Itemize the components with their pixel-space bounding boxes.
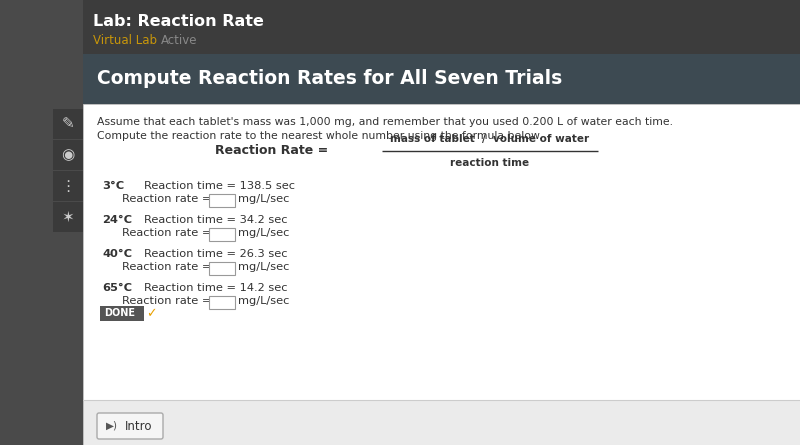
- Text: Reaction time = 14.2 sec: Reaction time = 14.2 sec: [144, 283, 287, 293]
- Text: ✶: ✶: [62, 210, 74, 224]
- Text: Assume that each tablet's mass was 1,000 mg, and remember that you used 0.200 L : Assume that each tablet's mass was 1,000…: [97, 117, 673, 127]
- Text: 3°C: 3°C: [102, 181, 124, 191]
- FancyBboxPatch shape: [209, 228, 235, 241]
- Text: Reaction Rate =: Reaction Rate =: [215, 145, 328, 158]
- Text: Lab: Reaction Rate: Lab: Reaction Rate: [93, 14, 264, 29]
- FancyBboxPatch shape: [83, 400, 800, 445]
- Text: Reaction time = 34.2 sec: Reaction time = 34.2 sec: [144, 215, 287, 225]
- FancyBboxPatch shape: [53, 202, 83, 232]
- Text: Reaction time = 138.5 sec: Reaction time = 138.5 sec: [144, 181, 295, 191]
- FancyBboxPatch shape: [0, 0, 83, 445]
- Text: Compute Reaction Rates for All Seven Trials: Compute Reaction Rates for All Seven Tri…: [97, 69, 562, 89]
- Text: mg/L/sec: mg/L/sec: [238, 228, 290, 238]
- Text: Reaction time = 26.3 sec: Reaction time = 26.3 sec: [144, 249, 287, 259]
- Text: ✎: ✎: [62, 117, 74, 132]
- FancyBboxPatch shape: [83, 104, 800, 400]
- FancyBboxPatch shape: [97, 413, 163, 439]
- FancyBboxPatch shape: [209, 262, 235, 275]
- Text: ◉: ◉: [62, 147, 74, 162]
- FancyBboxPatch shape: [209, 296, 235, 309]
- Text: Reaction rate =: Reaction rate =: [122, 296, 211, 306]
- Text: 24°C: 24°C: [102, 215, 132, 225]
- Text: mg/L/sec: mg/L/sec: [238, 262, 290, 272]
- Text: mg/L/sec: mg/L/sec: [238, 296, 290, 306]
- FancyBboxPatch shape: [53, 109, 83, 139]
- FancyBboxPatch shape: [100, 306, 144, 321]
- FancyBboxPatch shape: [53, 171, 83, 201]
- Text: 65°C: 65°C: [102, 283, 132, 293]
- Text: ▶): ▶): [106, 421, 118, 431]
- FancyBboxPatch shape: [209, 194, 235, 207]
- Text: Reaction rate =: Reaction rate =: [122, 194, 211, 204]
- Text: Active: Active: [161, 34, 198, 47]
- Text: Compute the reaction rate to the nearest whole number using the formula below.: Compute the reaction rate to the nearest…: [97, 131, 542, 141]
- Text: ✓: ✓: [146, 307, 157, 320]
- Text: Reaction rate =: Reaction rate =: [122, 262, 211, 272]
- Text: Intro: Intro: [125, 420, 153, 433]
- Text: mass of tablet  /  volume of water: mass of tablet / volume of water: [390, 134, 590, 144]
- Text: Reaction rate =: Reaction rate =: [122, 228, 211, 238]
- FancyBboxPatch shape: [53, 140, 83, 170]
- Text: mg/L/sec: mg/L/sec: [238, 194, 290, 204]
- Text: 40°C: 40°C: [102, 249, 132, 259]
- FancyBboxPatch shape: [83, 54, 800, 104]
- Text: Virtual Lab: Virtual Lab: [93, 34, 157, 47]
- Text: DONE: DONE: [104, 308, 135, 319]
- FancyBboxPatch shape: [83, 0, 800, 54]
- Text: ⋮: ⋮: [60, 178, 76, 194]
- Text: reaction time: reaction time: [450, 158, 530, 168]
